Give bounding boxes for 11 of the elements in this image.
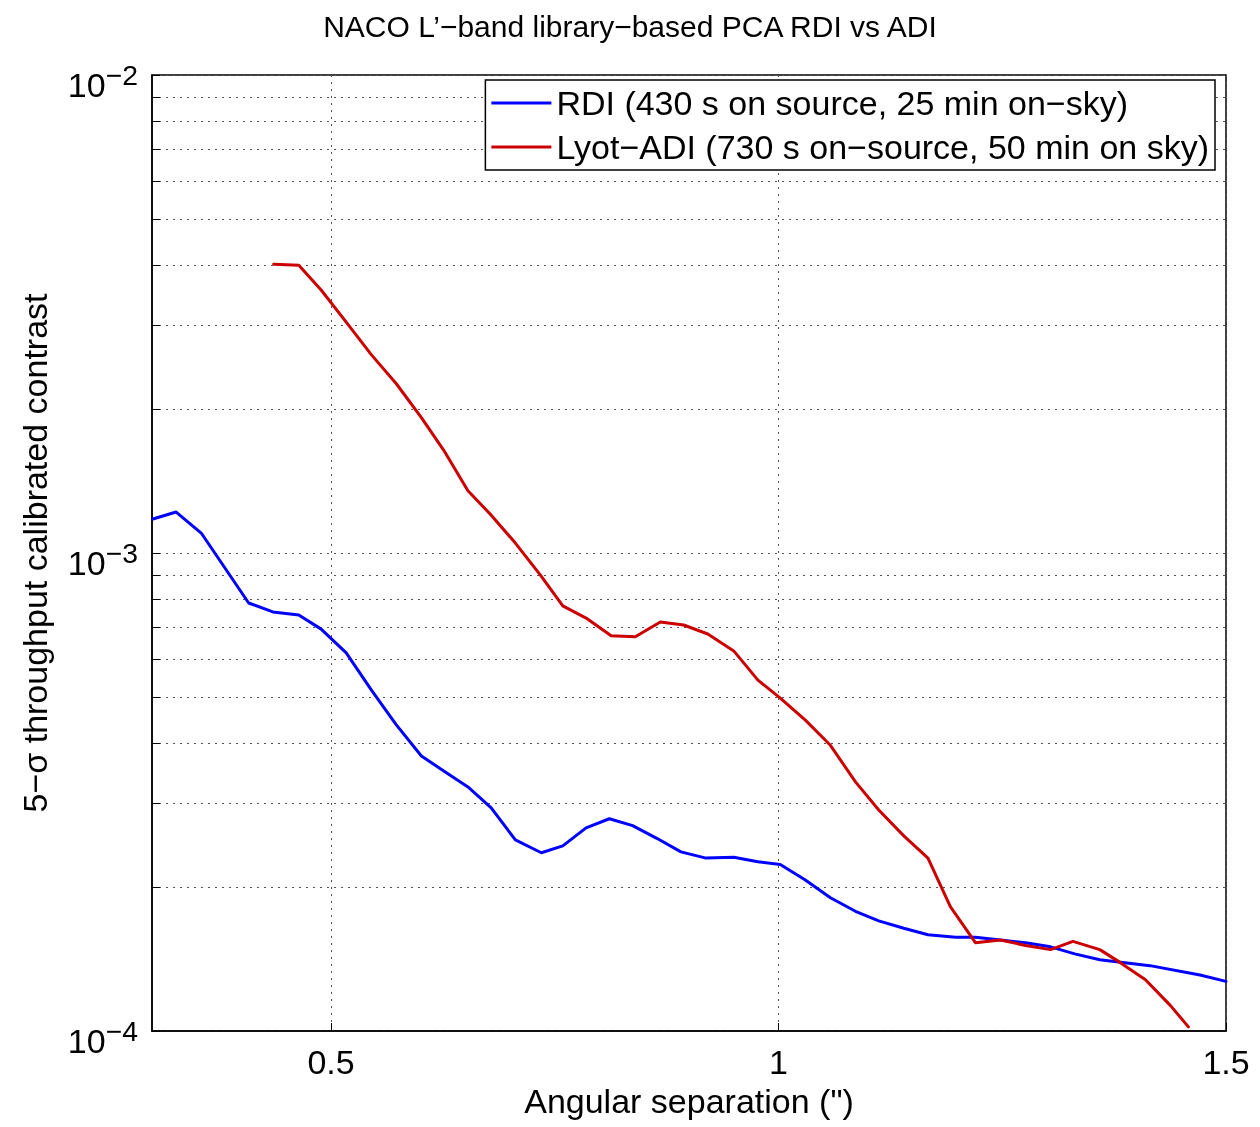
chart-title: NACO L’−band library−based PCA RDI vs ADI	[323, 9, 937, 43]
legend-label: Lyot−ADI (730 s on−source, 50 min on sky)	[556, 128, 1209, 166]
y-axis-title: 5−σ throughput calibrated contrast	[16, 292, 54, 813]
y-tick-label: 10$^{−2}$	[67, 58, 138, 107]
x-tick-label: 1	[769, 1043, 788, 1081]
x-tick-label: 1.5	[1202, 1043, 1250, 1081]
x-tick-label: 0.5	[307, 1043, 355, 1081]
y-tick-label: 10$^{−3}$	[67, 536, 138, 585]
x-axis-title: Angular separation (")	[524, 1081, 854, 1120]
legend-label: RDI (430 s on source, 25 min on−sky)	[556, 84, 1129, 122]
y-tick-label: 10$^{−4}$	[67, 1014, 138, 1063]
